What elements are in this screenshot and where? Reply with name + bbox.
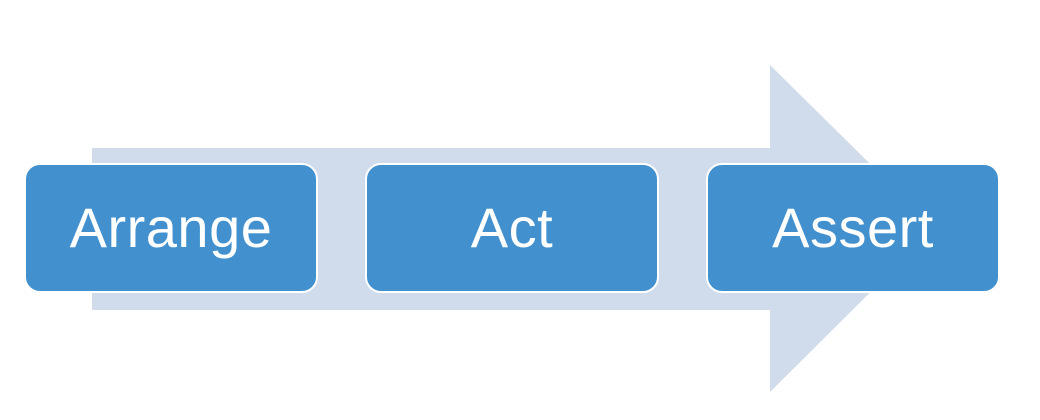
step-label: Arrange (69, 196, 273, 259)
step-label: Assert (772, 196, 934, 259)
step-assert: Assert (706, 163, 1000, 293)
step-label: Act (470, 196, 554, 259)
step-act: Act (365, 163, 659, 293)
step-arrange: Arrange (24, 163, 318, 293)
